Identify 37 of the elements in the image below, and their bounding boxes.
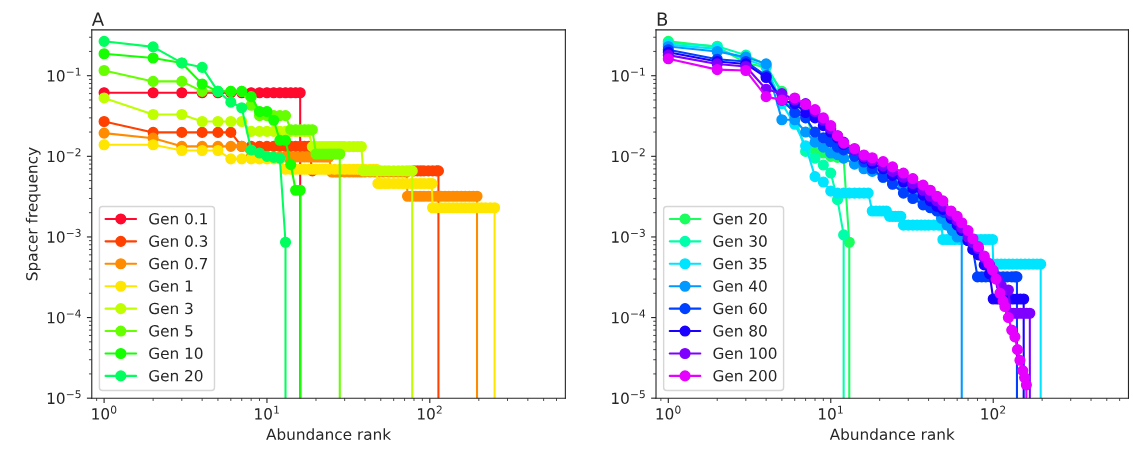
legend-label: Gen 20	[149, 369, 203, 382]
x-tick-label: 10$^{0}$	[656, 405, 681, 420]
y-tick-label: 10$^{−5}$	[612, 390, 645, 405]
legend-label: Gen 0.3	[149, 235, 208, 247]
x-tick-label: 10$^{2}$	[981, 405, 1006, 420]
y-tick-label: 10$^{−2}$	[612, 148, 645, 163]
legend-label: Gen 5	[149, 325, 193, 337]
y-tick-label: 10$^{−2}$	[47, 148, 81, 163]
legend-label: Gen 10	[149, 347, 203, 360]
legend-label: Gen 1	[149, 280, 193, 292]
legend-label: Gen 30	[713, 235, 767, 247]
y-tick-label: 10$^{−4}$	[47, 309, 81, 324]
y-tick-label: 10$^{−4}$	[612, 309, 646, 324]
legend-label: Gen 80	[713, 325, 767, 337]
legend-label: Gen 3	[149, 302, 193, 315]
chart-title: A	[91, 12, 104, 26]
y-tick-label: 10$^{−3}$	[47, 228, 81, 243]
y-axis-title: Spacer frequency	[25, 147, 41, 281]
x-axis-title: Abundance rank	[266, 428, 392, 441]
x-axis-title: Abundance rank	[829, 428, 955, 441]
legend-label: Gen 0.1	[149, 212, 207, 225]
y-tick-label: 10$^{−1}$	[47, 67, 81, 82]
x-tick-label: 10$^{1}$	[255, 405, 279, 420]
x-tick-label: 10$^{2}$	[418, 405, 442, 420]
legend-label: Gen 100	[713, 347, 777, 360]
y-tick-label: 10$^{−5}$	[47, 390, 81, 405]
legend-label: Gen 60	[713, 302, 767, 315]
chart-title: B	[657, 12, 668, 26]
legend-label: Gen 0.7	[149, 257, 208, 270]
legend-label: Gen 40	[713, 280, 767, 292]
y-tick-label: 10$^{−1}$	[612, 67, 645, 82]
legend-label: Gen 200	[713, 369, 777, 382]
legend-label: Gen 35	[713, 257, 767, 270]
legend-label: Gen 20	[713, 212, 767, 225]
x-tick-label: 10$^{1}$	[819, 405, 843, 420]
x-tick-label: 10$^{0}$	[92, 405, 117, 420]
y-tick-label: 10$^{−3}$	[612, 228, 645, 243]
